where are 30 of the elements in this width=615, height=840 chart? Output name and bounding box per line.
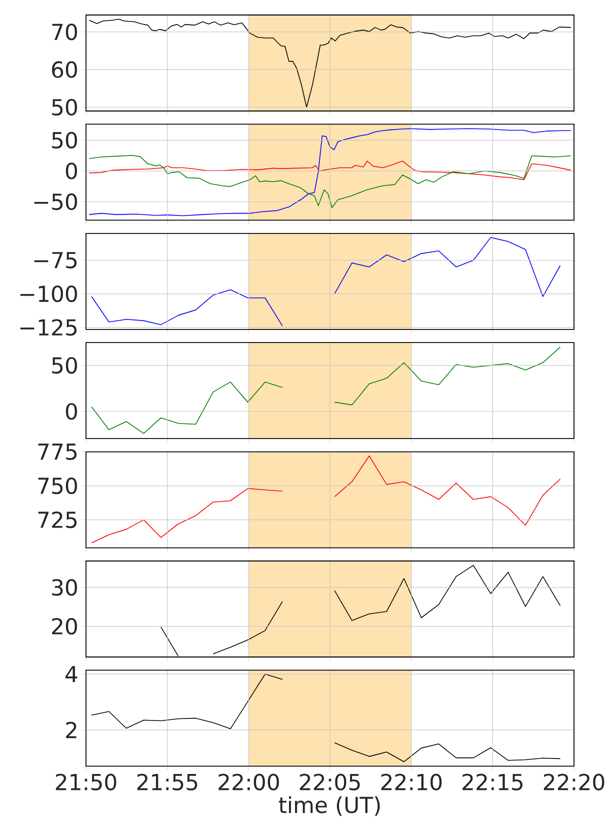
y-tick-label: 775 (38, 444, 77, 460)
line-series (88, 155, 572, 208)
y-tick-label: 50 (52, 98, 77, 116)
y-tick-label: −50 (34, 193, 77, 210)
x-tick-label: 22:15 (462, 774, 522, 790)
x-tick-label: 21:50 (56, 774, 116, 790)
y-tick-label: −100 (20, 286, 77, 302)
x-tick-label: 22:00 (218, 774, 279, 790)
x-axis-title: time (UT) (278, 796, 380, 816)
y-tick-label: 30 (52, 579, 77, 596)
line-series (88, 160, 572, 180)
x-tick-label: 22:05 (300, 774, 360, 790)
line-series (88, 18, 572, 108)
y-tick-label: 0 (66, 403, 77, 420)
y-tick-label: 20 (52, 618, 77, 635)
y-tick-label: −75 (34, 252, 77, 268)
y-tick-label: 4 (66, 666, 78, 682)
y-tick-label: 750 (38, 477, 77, 494)
y-tick-label: 60 (52, 61, 77, 78)
y-tick-label: 2 (66, 722, 76, 738)
x-tick-label: 22:10 (381, 774, 442, 790)
x-tick-label: 22:20 (544, 774, 604, 790)
y-tick-label: 50 (52, 357, 77, 374)
y-tick-label: 0 (66, 162, 77, 180)
line-series (88, 128, 572, 216)
y-tick-label: −125 (20, 319, 77, 336)
y-tick-label: 725 (38, 511, 77, 528)
y-tick-label: 70 (52, 24, 77, 40)
y-tick-label: 50 (52, 132, 77, 149)
x-tick-label: 21:55 (137, 774, 198, 790)
